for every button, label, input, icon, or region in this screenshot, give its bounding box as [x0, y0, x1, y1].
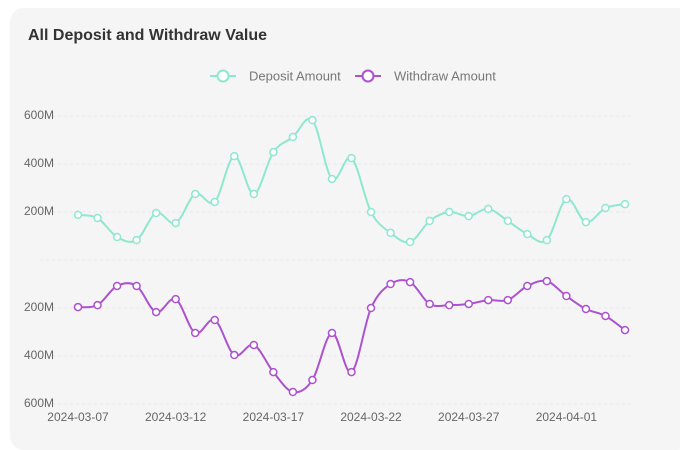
- y-tick-label: 400M: [24, 348, 54, 362]
- point: [562, 194, 571, 204]
- point: [132, 235, 141, 245]
- point: [503, 295, 513, 305]
- point: [581, 304, 591, 314]
- point: [230, 350, 239, 360]
- point: [112, 232, 122, 242]
- point: [464, 211, 473, 221]
- point: [620, 325, 630, 335]
- x-tick-label: 2024-04-01: [536, 410, 598, 424]
- card: [10, 8, 680, 450]
- point: [190, 328, 200, 338]
- point: [484, 204, 493, 214]
- x-tick-label: 2024-03-07: [47, 410, 109, 424]
- point: [249, 340, 259, 350]
- point: [425, 299, 434, 309]
- point: [190, 189, 200, 199]
- x-tick-label: 2024-03-12: [145, 410, 207, 424]
- point: [523, 229, 532, 239]
- point: [171, 218, 180, 228]
- x-tick-label: 2024-03-27: [438, 410, 500, 424]
- point: [405, 277, 415, 287]
- x-tick-label: 2024-03-22: [340, 410, 402, 424]
- y-tick-label: 400M: [24, 156, 54, 170]
- point: [93, 213, 102, 223]
- point: [249, 189, 259, 199]
- point: [386, 279, 395, 289]
- legend-label: Deposit Amount: [249, 68, 341, 83]
- point: [444, 207, 454, 217]
- point: [171, 294, 180, 304]
- point: [132, 281, 141, 291]
- point: [151, 307, 161, 317]
- point: [93, 300, 102, 310]
- point: [523, 281, 532, 291]
- legend-label: Withdraw Amount: [394, 68, 496, 83]
- y-tick-label: 200M: [24, 204, 54, 218]
- point: [210, 197, 219, 207]
- point: [484, 295, 493, 305]
- legend-marker: [361, 69, 375, 83]
- point: [269, 367, 278, 377]
- point: [269, 147, 278, 157]
- point: [366, 207, 376, 217]
- point: [327, 328, 337, 338]
- point: [308, 375, 317, 385]
- point: [308, 115, 317, 125]
- point: [620, 199, 630, 209]
- point: [386, 228, 395, 238]
- y-tick-label: 200M: [24, 300, 54, 314]
- y-tick-label: 600M: [24, 396, 54, 410]
- point: [601, 311, 610, 321]
- point: [347, 367, 356, 377]
- point: [581, 217, 591, 227]
- point: [347, 153, 356, 163]
- y-tick-label: 600M: [24, 108, 54, 122]
- point: [327, 174, 337, 184]
- point: [288, 387, 298, 397]
- point: [464, 299, 473, 309]
- point: [288, 132, 298, 142]
- point: [366, 303, 376, 313]
- x-tick-label: 2024-03-17: [243, 410, 305, 424]
- point: [151, 208, 161, 218]
- point: [542, 276, 552, 286]
- point: [210, 315, 219, 325]
- point: [230, 151, 239, 161]
- point: [542, 235, 552, 245]
- point: [425, 216, 434, 226]
- point: [405, 237, 415, 247]
- chart-title: All Deposit and Withdraw Value: [28, 27, 267, 44]
- point: [444, 300, 454, 310]
- point: [503, 216, 513, 226]
- point: [562, 291, 571, 301]
- legend-marker: [216, 69, 230, 83]
- point: [601, 203, 610, 213]
- point: [73, 210, 83, 220]
- point: [112, 281, 122, 291]
- point: [73, 302, 83, 312]
